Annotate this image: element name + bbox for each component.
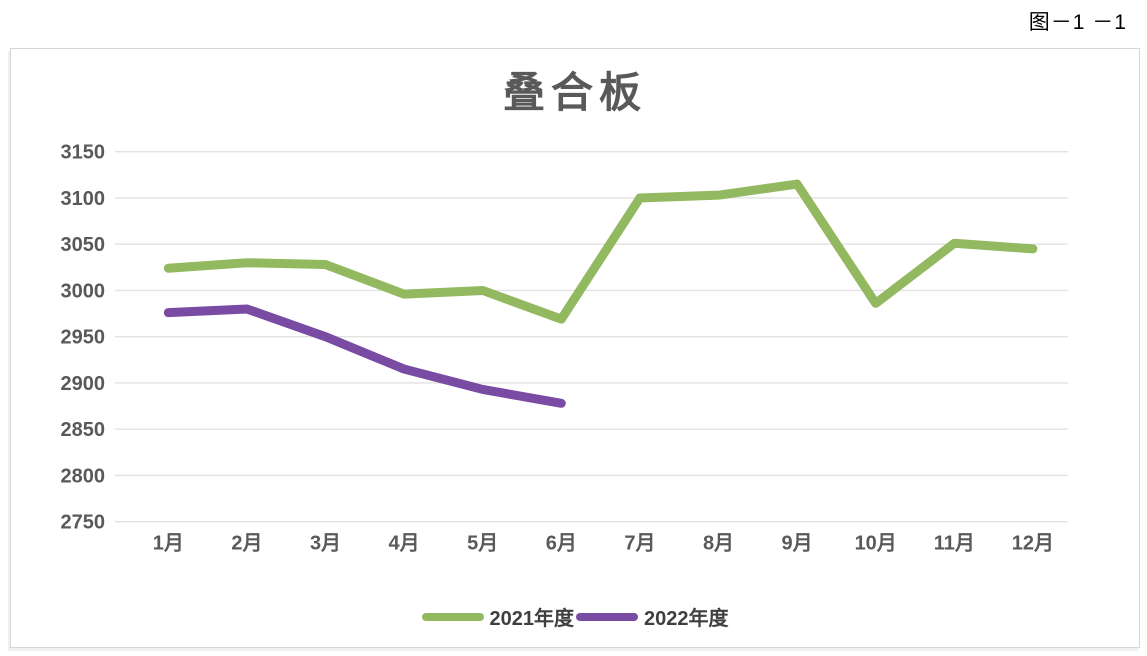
legend-swatch-2021 (421, 612, 484, 621)
x-tick-label-8: 8月 (703, 533, 734, 555)
series-line-2021年度 (163, 179, 1038, 324)
x-tick-label-10: 10月 (855, 533, 897, 555)
y-tick-label-2950: 2950 (61, 327, 106, 349)
legend-item-2021: 2021年度 (421, 602, 575, 631)
x-tick-label-6: 6月 (546, 533, 577, 555)
x-tick-label-12: 12月 (1012, 533, 1054, 555)
chart-legend: 2021年度 2022年度 (11, 602, 1139, 631)
y-tick-label-3100: 3100 (61, 188, 106, 210)
legend-swatch-2022 (576, 612, 638, 621)
chart-title: 叠合板 (502, 69, 647, 116)
y-tick-label-2850: 2850 (61, 419, 106, 441)
x-tick-label-3: 3月 (310, 533, 341, 555)
y-tick-label-2750: 2750 (61, 512, 106, 534)
y-tick-label-3150: 3150 (61, 142, 106, 164)
x-tick-label-1: 1月 (153, 533, 184, 555)
x-tick-label-9: 9月 (782, 533, 813, 555)
series-line-2022年度 (163, 304, 566, 408)
figure-label: 图－1 －1 (1028, 11, 1127, 34)
legend-item-2022: 2022年度 (576, 602, 729, 631)
legend-label-2021: 2021年度 (489, 608, 575, 630)
x-tick-label-11: 11月 (934, 533, 975, 555)
y-tick-label-3000: 3000 (61, 280, 106, 302)
y-tick-label-2800: 2800 (61, 465, 106, 487)
y-tick-label-2900: 2900 (61, 373, 106, 395)
x-tick-label-4: 4月 (389, 533, 420, 555)
legend-label-2022: 2022年度 (644, 608, 729, 630)
x-tick-label-7: 7月 (624, 533, 655, 555)
x-tick-label-2: 2月 (231, 533, 262, 555)
line-chart-plot-area: 2750 2800 2850 2900 2950 3000 3050 3100 3150 1月 2月… (61, 142, 1068, 555)
chart-panel: 叠合板 2750 2800 2850 2900 2950 3000 3050 3100 3150… (10, 48, 1140, 648)
y-tick-label-3050: 3050 (61, 234, 106, 256)
x-tick-label-5: 5月 (467, 533, 498, 555)
